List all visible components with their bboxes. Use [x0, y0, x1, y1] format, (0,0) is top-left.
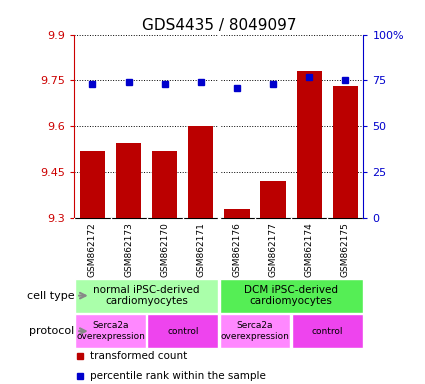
Text: GSM862172: GSM862172 [88, 223, 97, 277]
Text: control: control [167, 327, 198, 336]
Bar [80, 151, 105, 218]
Text: transformed count: transformed count [90, 351, 187, 361]
Bar [220, 314, 290, 348]
Text: control: control [312, 327, 343, 336]
Text: GSM862176: GSM862176 [232, 223, 241, 278]
Text: normal iPSC-derived
cardiomyocytes: normal iPSC-derived cardiomyocytes [94, 285, 200, 306]
Text: Serca2a
overexpression: Serca2a overexpression [221, 321, 289, 341]
Text: GSM862175: GSM862175 [341, 223, 350, 278]
Text: GSM862173: GSM862173 [124, 223, 133, 278]
Bar [75, 314, 146, 348]
Text: protocol: protocol [29, 326, 74, 336]
Bar [147, 314, 218, 348]
Bar [75, 278, 218, 313]
Text: GSM862171: GSM862171 [196, 223, 205, 278]
Bar [224, 209, 249, 218]
Bar [116, 143, 141, 218]
Text: GSM862177: GSM862177 [269, 223, 278, 278]
Bar [152, 151, 177, 218]
Bar [220, 278, 363, 313]
Text: cell type: cell type [27, 291, 74, 301]
Bar [188, 126, 213, 218]
Bar [292, 314, 363, 348]
Text: GSM862170: GSM862170 [160, 223, 169, 278]
Text: Serca2a
overexpression: Serca2a overexpression [76, 321, 145, 341]
Text: DCM iPSC-derived
cardiomyocytes: DCM iPSC-derived cardiomyocytes [244, 285, 338, 306]
Title: GDS4435 / 8049097: GDS4435 / 8049097 [142, 18, 296, 33]
Bar [333, 86, 358, 218]
Text: percentile rank within the sample: percentile rank within the sample [90, 371, 266, 381]
Bar [261, 181, 286, 218]
Bar [297, 71, 322, 218]
Text: GSM862174: GSM862174 [305, 223, 314, 277]
